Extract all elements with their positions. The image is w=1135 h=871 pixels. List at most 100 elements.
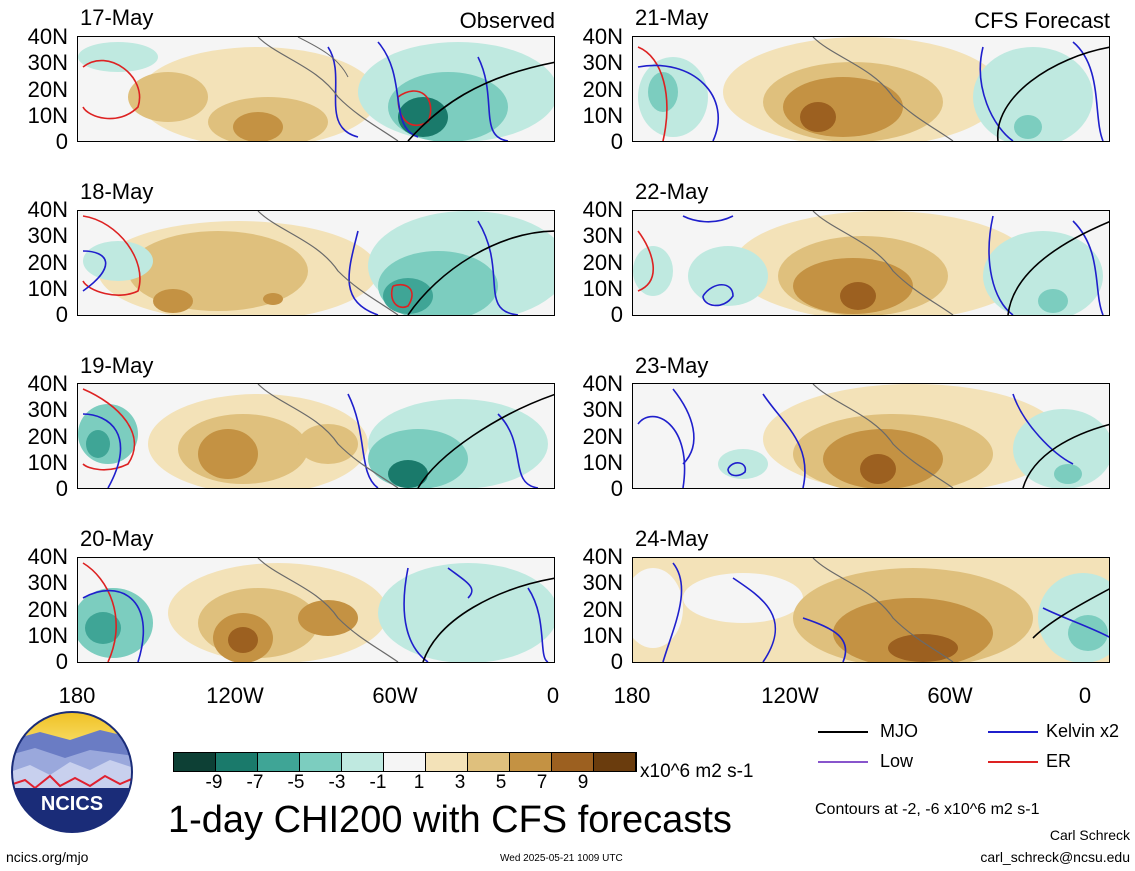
- lon-label: 180: [613, 683, 651, 708]
- lat-label: 30N: [27, 570, 68, 595]
- lat-label: 30N: [582, 397, 623, 422]
- colorbar-swatches: [173, 752, 637, 772]
- colorbar-swatch: [174, 753, 216, 771]
- lat-label: 30N: [27, 50, 68, 75]
- lat-label: 10N: [27, 276, 68, 301]
- ncics-logo: NCICS: [10, 710, 134, 834]
- lat-label: 40N: [27, 544, 68, 569]
- lat-label: 10N: [27, 450, 68, 475]
- lon-label: 60W: [927, 683, 973, 708]
- lon-label: 120W: [206, 683, 264, 708]
- logo-text: NCICS: [41, 793, 103, 815]
- lat-label: 40N: [582, 371, 623, 396]
- colorbar-swatch: [552, 753, 594, 771]
- lat-label: 0: [610, 476, 623, 501]
- map-panel-obs-4: [77, 557, 555, 663]
- colorbar-tick: 5: [495, 772, 507, 793]
- key-label-er: ER: [1046, 751, 1072, 771]
- lat-label: 20N: [27, 597, 68, 622]
- lat-label: 40N: [27, 24, 68, 49]
- lat-label: 30N: [582, 223, 623, 248]
- colorbar-swatch: [510, 753, 552, 771]
- lat-label: 0: [55, 302, 68, 327]
- map-panel-fc-1: [632, 36, 1110, 142]
- lat-label: 30N: [27, 223, 68, 248]
- forecast-label: CFS Forecast: [974, 8, 1110, 33]
- lat-label: 20N: [27, 77, 68, 102]
- panel-date-24-may: 24-May: [635, 526, 709, 551]
- key-label-mjo: MJO: [880, 721, 918, 741]
- lon-label: 0: [546, 683, 560, 708]
- footer-author: Carl Schreck: [1049, 827, 1130, 843]
- colorbar-tick: 3: [454, 772, 466, 793]
- chart-title: 1-day CHI200 with CFS forecasts: [168, 799, 732, 841]
- footer-url[interactable]: ncics.org/mjo: [6, 849, 89, 865]
- panel-date-20-may: 20-May: [80, 526, 154, 551]
- colorbar-tick: -9: [205, 772, 223, 793]
- colorbar-tick: -7: [246, 772, 264, 793]
- panel-date-21-may: 21-May: [635, 5, 709, 30]
- colorbar-tick: 1: [413, 772, 425, 793]
- lat-label: 20N: [582, 597, 623, 622]
- lat-label: 40N: [27, 197, 68, 222]
- lat-label: 10N: [582, 623, 623, 648]
- lat-label: 20N: [27, 424, 68, 449]
- colorbar-tick: 7: [536, 772, 548, 793]
- colorbar-unit: x10^6 m2 s-1: [640, 761, 754, 782]
- map-panel-obs-3: [77, 383, 555, 489]
- lat-label: 10N: [582, 103, 623, 128]
- panel-date-23-may: 23-May: [635, 353, 709, 378]
- colorbar-swatch: [300, 753, 342, 771]
- lat-label: 10N: [582, 276, 623, 301]
- key-line-mjo: [818, 731, 868, 733]
- colorbar-swatch: [468, 753, 510, 771]
- lat-label: 10N: [27, 623, 68, 648]
- lon-label: 60W: [372, 683, 418, 708]
- lat-label: 20N: [27, 250, 68, 275]
- contour-note: Contours at -2, -6 x10^6 m2 s-1: [815, 801, 1040, 818]
- lat-label: 20N: [582, 77, 623, 102]
- colorbar-tick: -5: [287, 772, 305, 793]
- lat-label: 20N: [582, 424, 623, 449]
- colorbar-swatch: [594, 753, 636, 771]
- lon-label: 180: [58, 683, 96, 708]
- lat-label: 40N: [27, 371, 68, 396]
- map-panel-obs-1: [77, 36, 555, 142]
- key-line-kelvin: [988, 731, 1038, 733]
- lat-label: 0: [55, 649, 68, 674]
- lat-label: 40N: [582, 24, 623, 49]
- lat-label: 10N: [582, 450, 623, 475]
- lat-label: 20N: [582, 250, 623, 275]
- lat-label: 0: [610, 302, 623, 327]
- footer-timestamp: Wed 2025-05-21 1009 UTC: [500, 853, 623, 864]
- lat-label: 0: [610, 649, 623, 674]
- footer-email[interactable]: carl_schreck@ncsu.edu: [980, 849, 1130, 865]
- map-panel-fc-4: [632, 557, 1110, 663]
- lat-label: 40N: [582, 197, 623, 222]
- observed-label: Observed: [459, 8, 555, 33]
- colorbar-swatch: [216, 753, 258, 771]
- key-line-er: [988, 761, 1038, 763]
- map-panel-fc-2: [632, 210, 1110, 316]
- panel-date-17-may: 17-May: [80, 5, 154, 30]
- lat-label: 10N: [27, 103, 68, 128]
- key-label-low: Low: [880, 751, 914, 771]
- lat-label: 30N: [582, 570, 623, 595]
- colorbar-tick: 9: [577, 772, 589, 793]
- panel-date-19-may: 19-May: [80, 353, 154, 378]
- lat-label: 0: [55, 129, 68, 154]
- panel-date-22-may: 22-May: [635, 179, 709, 204]
- key-label-kelvin: Kelvin x2: [1046, 721, 1120, 741]
- panel-date-18-may: 18-May: [80, 179, 154, 204]
- lat-label: 0: [610, 129, 623, 154]
- key-line-low: [818, 761, 868, 763]
- colorbar-swatch: [384, 753, 426, 771]
- colorbar-swatch: [426, 753, 468, 771]
- lon-label: 0: [1078, 683, 1092, 708]
- colorbar-swatch: [258, 753, 300, 771]
- colorbar-tick: -1: [369, 772, 387, 793]
- map-panel-fc-3: [632, 383, 1110, 489]
- lat-label: 30N: [582, 50, 623, 75]
- colorbar-tick: -3: [328, 772, 346, 793]
- map-panel-obs-2: [77, 210, 555, 316]
